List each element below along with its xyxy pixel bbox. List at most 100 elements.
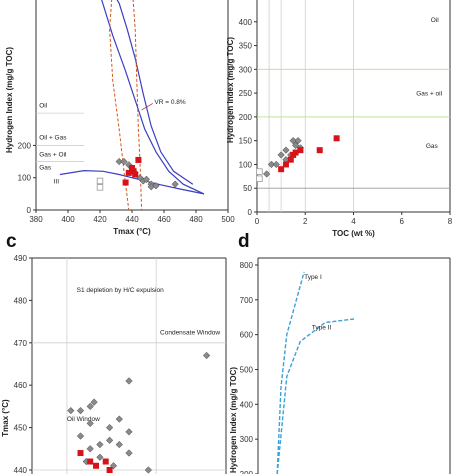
panel-a: Oil Oil + Gas Gas + Oil Gas III VR = 0.8% 380 4… [5,0,235,236]
panel-b-ytick-label: 400 [239,18,253,27]
panel-c-ytick-label: 460 [14,381,28,390]
panel-c-ytick-label: 480 [14,296,28,305]
panel-b-point [333,135,340,142]
panel-a-curve-type-ii [101,0,205,195]
panel-c-point [86,402,94,411]
panel-c-point [125,428,133,436]
panel-a-zone-label: Gas + Oil [39,152,67,159]
panel-c-ytick-label: 470 [14,339,28,348]
panel-c-point [86,419,94,428]
panel-b-point [291,141,300,150]
panel-a-point [142,175,151,183]
panel-a-zone-label: III [54,179,60,186]
panel-c-annotation: Condensate Window [160,329,220,336]
panel-a-vr-boundary [109,0,130,211]
panel-b-point [297,147,304,154]
panel-b-ytick-label: 0 [248,208,253,217]
panel-b-point [256,175,263,182]
panel-b-xtick-label: 2 [303,217,308,226]
panel-a-point [96,184,104,191]
panel-b-point [267,160,276,169]
panel-b-zone-label: Oil [431,17,440,24]
panel-b-xtick-label: 8 [448,217,453,226]
panel-c: S1 depletion by H/C expulsion Condensate … [1,254,227,474]
panel-b-point [282,161,289,168]
panel-c-point [90,398,98,406]
panel-a-frame [35,0,229,211]
panel-a-ytick-label: 200 [18,141,32,150]
panel-b-point [278,166,285,173]
panel-d-ytick-label: 200 [240,470,254,474]
panel-c-ylabel: Tmax (°C) [1,399,10,437]
panel-a-point [120,157,128,166]
panel-b-xtick-label: 0 [255,217,260,226]
panel-b: Oil Gas + oil Gas 0 2 4 6 8 0 50 100 150 200 250 300 35… [226,0,453,238]
panel-b-ytick-label: 200 [239,113,253,122]
panel-a-vr-label: VR = 0.8% [154,99,185,106]
panel-a-xlabel: Tmax (°C) [113,227,151,236]
panel-a-zone-label: Oil [39,102,48,109]
panel-c-point [202,351,211,360]
panel-a-point [135,156,142,163]
panel-b-ytick-label: 100 [239,160,253,169]
panel-a-ytick-label: 100 [18,174,32,183]
panel-b-point [282,146,290,154]
panel-d-ytick-label: 300 [240,435,254,444]
panel-a-point [125,169,132,176]
panel-a-xtick-label: 460 [157,215,171,224]
panel-c-point [67,406,75,415]
panel-b-point [256,168,263,175]
panel-b-point [292,149,299,156]
panel-b-ytick-label: 350 [239,42,253,51]
panel-a-curve-type-iii [59,169,205,195]
panel-c-annotation: S1 depletion by H/C expulsion [77,287,164,294]
panel-a-point [132,171,139,178]
panel-b-ylabel: Hydrogen Index (mg/g TOC) [226,37,235,143]
panel-b-point [289,137,297,145]
panel-b-point [277,151,285,159]
panel-a-xtick-label: 500 [221,215,235,224]
panel-c-point [86,445,94,453]
panel-d-ytick-label: 500 [240,365,254,374]
panel-a-point [171,180,179,188]
panel-c-annotation: Oil Window [67,416,100,423]
panel-c-ytick-label: 440 [14,466,28,474]
panel-a-zone-label: Gas [39,165,52,172]
panel-a-vr-leader [141,103,153,111]
panel-c-point [76,406,85,415]
panel-a-xtick-label: 400 [61,215,75,224]
panel-b-zone-label: Gas + oil [416,90,442,97]
panel-d-ytick-label: 400 [240,400,254,409]
panel-a-point [130,168,137,175]
panel-b-ytick-label: 300 [239,65,253,74]
panel-b-zone-label: Gas [426,143,439,150]
panel-c-point [115,415,123,423]
panel-c-point [77,450,84,457]
panel-c-ytick-label: 450 [14,424,28,433]
panel-c-point [125,449,133,457]
panel-c-point [102,458,109,465]
panel-label-c: c [6,231,17,252]
panel-c-point [96,453,104,461]
panel-a-point [96,177,104,185]
panel-c-ytick-label: 490 [14,254,28,263]
panel-a-point [122,179,129,186]
panel-a-ylabel: Hydrogen Index (mg/g TOC) [5,47,14,153]
panel-b-point [287,156,294,163]
panel-b-ytick-label: 150 [239,137,253,146]
panel-d-ytick-label: 600 [240,331,254,340]
panel-d-curve-type-i [276,271,305,474]
panel-d-ytick-label: 700 [240,296,254,305]
panel-a-xtick-label: 380 [29,215,43,224]
panel-b-xtick-label: 4 [351,217,356,226]
panel-c-point [125,377,133,385]
panel-b-ytick-label: 50 [243,184,252,193]
panel-a-ytick-label: 0 [27,206,32,215]
panel-c-point [106,467,113,473]
panel-label-d: d [238,231,250,252]
panel-b-xlabel: TOC (wt %) [332,229,375,238]
panel-d: Type I Type II 200 300 400 500 600 700 800 Hydrog… [229,257,451,474]
panel-b-point [262,170,271,178]
panel-a-curve-type-i [116,0,194,185]
